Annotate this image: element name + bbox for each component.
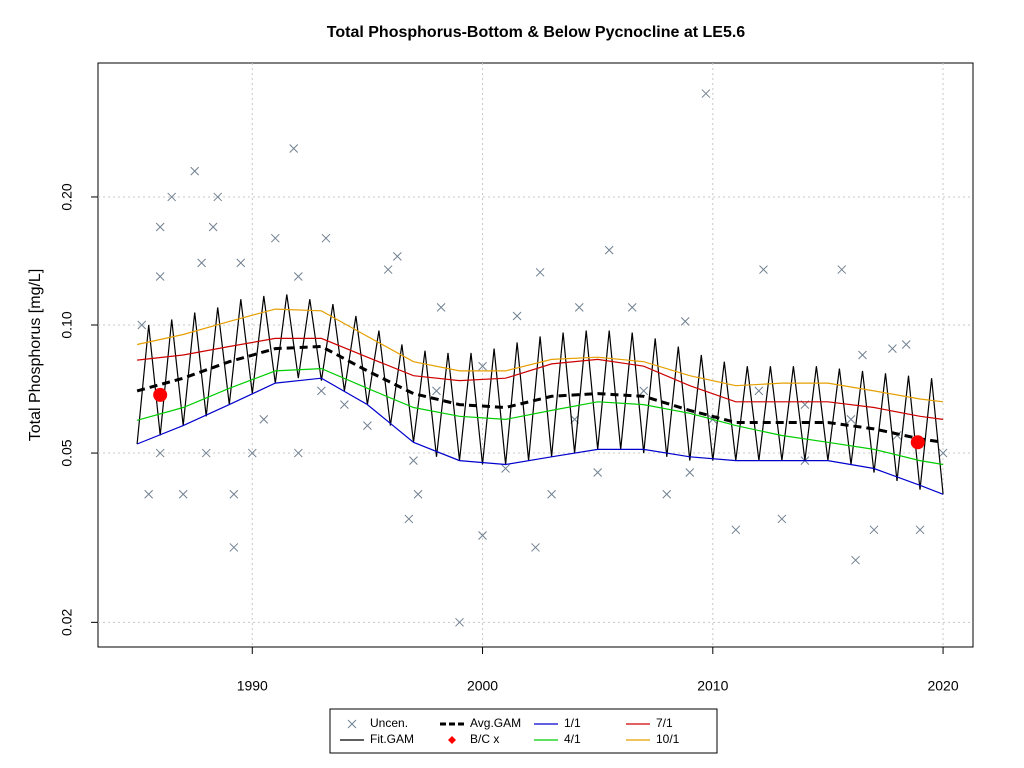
point: [501, 464, 510, 473]
x-tick-label: 2020: [927, 678, 958, 694]
point: [167, 192, 177, 202]
point: [938, 448, 948, 458]
series-line: [136, 294, 944, 495]
legend-label: 7/1: [656, 716, 673, 730]
point: [639, 386, 649, 396]
legend-box: [329, 708, 718, 754]
point: [901, 340, 911, 349]
point: [846, 415, 856, 424]
point: [197, 258, 206, 268]
point: [432, 386, 441, 396]
legend-label: Avg.GAM: [470, 716, 521, 730]
point: [701, 89, 711, 98]
point: [512, 311, 522, 321]
point: [229, 543, 239, 552]
y-tick-label: 0.05: [59, 439, 75, 466]
point: [208, 222, 218, 232]
point: [213, 192, 223, 202]
series-line: [136, 377, 944, 495]
point: [858, 350, 867, 360]
y-tick-label: 0.02: [59, 608, 75, 635]
point: [627, 303, 637, 312]
point: [317, 386, 326, 396]
point: [270, 233, 280, 243]
point: [409, 456, 418, 465]
point: [321, 233, 331, 243]
plot-frame: [97, 62, 974, 648]
x-tick-label: 2000: [467, 678, 498, 694]
legend-label: Uncen.: [370, 716, 408, 730]
legend-symbol: [448, 736, 456, 744]
point: [144, 489, 154, 499]
point: [777, 514, 787, 524]
legend-label: 4/1: [564, 732, 581, 746]
point: [259, 415, 269, 424]
point: [155, 448, 165, 458]
point: [289, 144, 299, 153]
legend-symbol: [347, 719, 357, 729]
point: [851, 555, 860, 565]
point: [247, 448, 257, 458]
point: [604, 245, 614, 255]
series-line: [136, 344, 944, 444]
point: [293, 272, 303, 281]
point: [413, 489, 423, 499]
y-axis-title: Total Phosphorus [mg/L]: [27, 269, 44, 442]
x-tick-label: 1990: [237, 678, 268, 694]
point: [392, 252, 402, 261]
point: [236, 258, 246, 268]
point: [680, 316, 690, 326]
point: [478, 531, 487, 540]
point: [190, 166, 200, 176]
point: [478, 361, 487, 371]
chart-title: Total Phosphorus-Bottom & Below Pycnocli…: [327, 24, 746, 41]
point: [531, 543, 540, 552]
point: [869, 525, 879, 535]
x-tick-label: 2010: [697, 678, 728, 694]
point: [888, 344, 897, 353]
bc-marker: [153, 387, 168, 402]
series-line: [136, 308, 944, 403]
legend-label: 1/1: [564, 716, 581, 730]
point: [915, 525, 925, 535]
point: [155, 222, 165, 232]
point: [383, 265, 393, 274]
point: [201, 448, 211, 458]
y-tick-label: 0.20: [59, 183, 75, 210]
point: [754, 386, 764, 396]
point: [547, 489, 556, 499]
legend-label: 10/1: [656, 732, 680, 746]
point: [293, 448, 303, 458]
bc-marker: [910, 435, 925, 450]
point: [662, 489, 672, 499]
point: [340, 400, 349, 409]
series-line: [137, 337, 944, 420]
series-line: [136, 367, 944, 466]
point: [574, 303, 584, 312]
point: [837, 265, 847, 274]
point: [155, 272, 165, 281]
point: [229, 489, 239, 499]
point: [404, 514, 414, 524]
legend-label: Fit.GAM: [370, 732, 414, 746]
point: [535, 267, 545, 277]
point: [731, 525, 741, 535]
point: [455, 617, 464, 627]
point: [178, 489, 188, 499]
point: [759, 265, 768, 274]
point: [593, 468, 603, 477]
point: [137, 320, 147, 330]
point: [685, 468, 695, 477]
point: [363, 421, 372, 430]
point: [436, 303, 446, 312]
y-tick-label: 0.10: [59, 311, 75, 338]
legend-label: B/C x: [470, 732, 499, 746]
